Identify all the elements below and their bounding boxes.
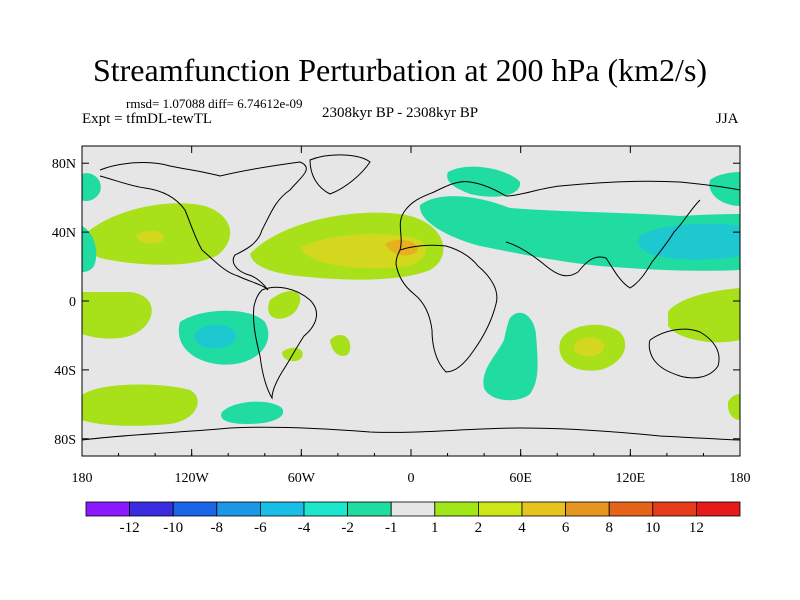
colorbar: -12 -10 -8 -6 -4 -2 -1 1 2 4 6 8 10 12 (85, 501, 741, 536)
y-tick-label: 40N (52, 226, 76, 241)
anomaly-region-indian-core (573, 337, 605, 357)
anomaly-region-atlantic-peak (385, 239, 418, 256)
colorbar-label: 12 (689, 520, 704, 536)
coast-africa (395, 244, 498, 373)
colorbar-swatch (216, 501, 261, 517)
colorbar-swatch (696, 501, 741, 517)
colorbar-swatch (652, 501, 697, 517)
anomaly-region-southern-ocean-west (82, 384, 198, 426)
colorbar-swatch (259, 501, 305, 517)
x-tick-label: 60E (509, 471, 532, 486)
anomaly-region-south-pacific-core (194, 324, 237, 349)
colorbar-swatch (565, 501, 610, 517)
chart-title: Streamfunction Perturbation at 200 hPa (… (92, 52, 708, 88)
coast-australia (648, 328, 720, 379)
colorbar-label: -12 (120, 520, 140, 536)
x-tick-label: 120W (175, 471, 210, 486)
season-label: JJA (716, 111, 739, 127)
colorbar-label: 6 (562, 520, 570, 536)
coast-greenland (309, 154, 371, 195)
x-tick-label: 0 (408, 471, 415, 486)
y-tick-label: 80N (52, 157, 76, 172)
colorbar-swatch (172, 501, 218, 517)
coast-north-america (99, 161, 307, 291)
colorbar-label: 1 (431, 520, 439, 536)
anomaly-region-south-pacific-east (268, 290, 301, 319)
coast-south-america (253, 286, 318, 400)
x-axis: 180 120W 60W 0 60E 120E 180 (72, 146, 751, 486)
colorbar-label: -6 (254, 520, 267, 536)
anomaly-region-arctic-pacific-east (82, 173, 101, 202)
colorbar-swatch (390, 501, 436, 517)
x-tick-label: 120E (616, 471, 646, 486)
colorbar-swatch (608, 501, 654, 517)
anomaly-region-arctic-atlantic (447, 166, 521, 197)
experiment-label: Expt = tfmDL-tewTL (82, 111, 213, 127)
x-tick-label: 180 (72, 471, 93, 486)
coast-antarctica (82, 426, 740, 441)
coastlines (82, 154, 740, 441)
colorbar-swatch (434, 501, 479, 517)
colorbar-swatch (347, 501, 392, 517)
anomaly-region-arctic-pacific-west (709, 172, 740, 206)
anomaly-region-southeast-pacific (727, 394, 740, 420)
colorbar-swatch (477, 501, 523, 517)
colorbar-label: -1 (385, 520, 398, 536)
y-axis: 80N 40N 0 40S 80S (52, 157, 740, 448)
colorbar-swatch (85, 501, 130, 517)
y-tick-label: 80S (54, 433, 76, 448)
colorbar-swatch (129, 501, 174, 517)
coast-europe (399, 180, 740, 251)
anomaly-region-pacific-core (136, 230, 164, 244)
colorbar-label: 2 (475, 520, 483, 536)
anomaly-region-northwest-pacific (638, 223, 740, 260)
colorbar-label: 10 (645, 520, 660, 536)
colorbar-swatch (521, 501, 566, 517)
colorbar-label: 8 (605, 520, 613, 536)
x-tick-label: 180 (730, 471, 751, 486)
y-tick-label: 40S (54, 364, 76, 379)
anomaly-contours (82, 166, 740, 426)
colorbar-label: -4 (298, 520, 311, 536)
coast-asia-south (505, 199, 701, 289)
colorbar-label: -10 (163, 520, 183, 536)
period-label: 2308kyr BP - 2308kyr BP (322, 105, 479, 121)
anomaly-region-southern-ocean-atlantic (221, 401, 284, 424)
anomaly-region-pacific-east (82, 226, 97, 272)
colorbar-label: -2 (341, 520, 354, 536)
colorbar-label: -8 (211, 520, 224, 536)
anomaly-region-south-pacific-west (82, 292, 152, 339)
anomaly-region-south-indian-ocean (483, 312, 538, 401)
x-tick-label: 60W (288, 471, 316, 486)
colorbar-swatch (303, 501, 348, 517)
anomaly-region-south-atlantic (330, 335, 351, 356)
stats-label: rmsd= 1.07088 diff= 6.74612e-09 (126, 96, 303, 111)
colorbar-label: 4 (518, 520, 526, 536)
y-tick-label: 0 (69, 295, 76, 310)
